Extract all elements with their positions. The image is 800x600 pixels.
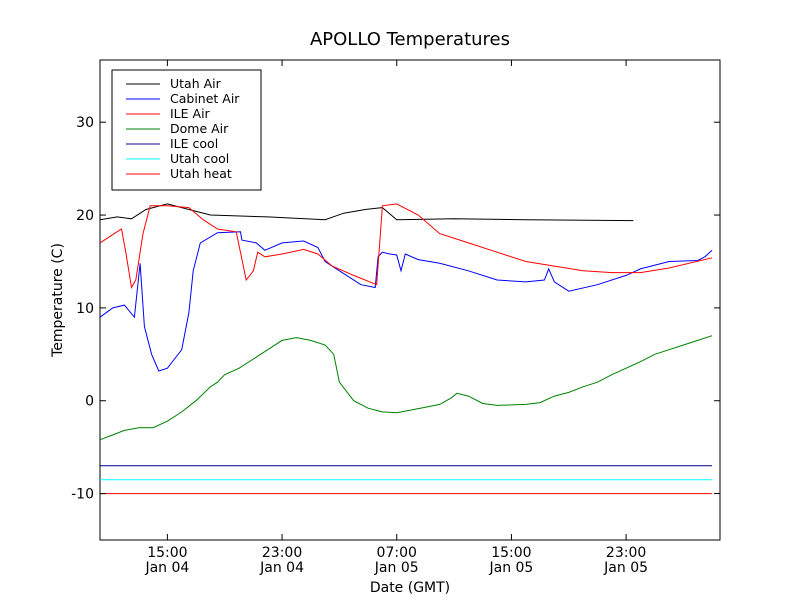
x-tick-date-label: Jan 04 [144, 560, 189, 576]
legend-label: ILE cool [170, 136, 218, 151]
x-axis-label: Date (GMT) [370, 580, 450, 596]
series-line-ile-air [99, 203, 713, 289]
x-tick-date-label: Jan 05 [374, 560, 419, 576]
legend-label: Utah Air [170, 76, 222, 91]
x-tick-time-label: 15:00 [491, 545, 531, 561]
y-axis-label: Temperature (C) [50, 243, 66, 358]
x-tick-time-label: 15:00 [147, 545, 187, 561]
legend-box [111, 69, 262, 191]
x-tick-date-label: Jan 04 [259, 560, 304, 576]
y-tick-label: 20 [76, 208, 94, 224]
y-tick-label: -10 [71, 487, 94, 503]
y-tick-label: 30 [76, 115, 94, 131]
legend-label: Utah cool [170, 151, 229, 166]
y-tick-label: 0 [85, 394, 94, 410]
x-tick-date-label: Jan 05 [603, 560, 648, 576]
x-tick-date-label: Jan 05 [488, 560, 533, 576]
legend-label: ILE Air [170, 106, 211, 121]
legend-label: Utah heat [170, 166, 232, 181]
legend-label: Dome Air [170, 121, 229, 136]
x-tick-time-label: 23:00 [262, 545, 302, 561]
series-layer [99, 203, 713, 495]
x-tick-time-label: 23:00 [606, 545, 646, 561]
series-line-utah-air [99, 203, 634, 222]
chart-title: APOLLO Temperatures [310, 29, 510, 50]
series-line-cabinet-air [99, 231, 713, 372]
series-line-dome-air [99, 335, 713, 441]
legend-label: Cabinet Air [170, 91, 240, 106]
y-tick-label: 10 [76, 301, 94, 317]
x-tick-time-label: 07:00 [377, 545, 417, 561]
